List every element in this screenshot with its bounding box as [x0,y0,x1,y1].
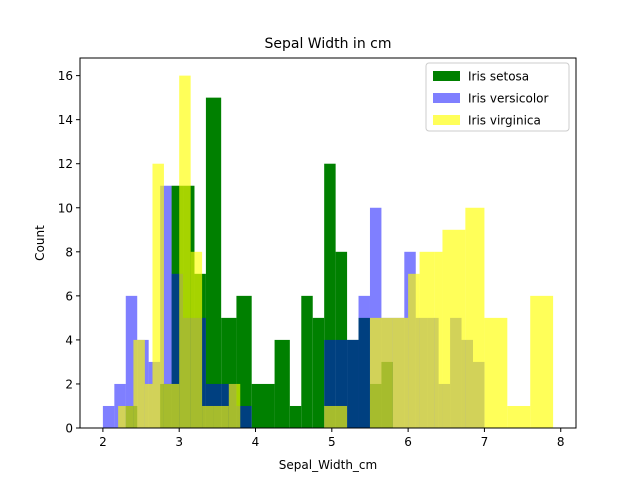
bar-series-2-bin-0 [118,405,126,428]
y-tick-label-6: 12 [58,157,73,171]
bar-series-2-bin-2 [133,339,145,428]
y-tick-label-7: 14 [58,113,73,127]
x-axis-label: Sepal_Width_cm [279,458,377,472]
bar-series-1-bin-6 [171,273,184,428]
x-tick-label-0: 2 [99,435,107,449]
bar-series-2-bin-21 [530,295,554,428]
bar-series-2-bin-11 [324,405,348,428]
bar-series-2-bin-19 [484,317,508,428]
bar-series-2-bin-12 [369,317,393,428]
y-tick-label-0: 0 [65,422,73,436]
bar-series-1-bin-14 [347,339,359,428]
bar-series-2-bin-3 [144,383,153,428]
legend-swatch-1 [433,93,460,103]
x-tick-label-4: 6 [404,435,412,449]
bar-series-2-bin-16 [434,251,443,428]
bar-series-2-bin-10 [228,383,241,428]
y-tick-label-2: 4 [65,333,73,347]
x-tick-label-5: 7 [481,435,489,449]
bar-series-2-bin-13 [392,317,409,428]
bar-series-1-bin-2 [125,295,138,428]
bar-series-1-bin-0 [102,405,115,428]
plot-frame [79,57,577,429]
chart-title: Sepal Width in cm [265,36,392,52]
x-tick-label-2: 4 [252,435,260,449]
bar-series-2-bin-8 [202,405,214,428]
legend-label-1: Iris versicolor [468,92,548,106]
y-axis: 0 2 4 6 8 10 12 14 16 [58,69,80,436]
legend-box [425,62,570,132]
bar-series-2-bin-15 [419,251,435,428]
bar-series-2-bin-7 [190,251,203,428]
bar-series-1-bin-1 [114,383,126,428]
x-axis: 2 3 4 5 6 7 8 [99,428,565,449]
bar-series-2-bin-17 [442,229,466,428]
bar-series-2-bin-20 [507,405,531,428]
bar-series-2-bin-14 [408,273,420,428]
x-tick-label-3: 5 [328,435,336,449]
bar-series-0-bin-8 [251,383,275,428]
y-tick-label-3: 6 [65,289,73,303]
y-axis-label: Count [33,225,47,261]
legend-swatch-2 [433,115,460,125]
bar-series-2-bin-5 [163,383,180,428]
bar-series-2-bin-1 [125,405,134,428]
x-tick-label-1: 3 [175,435,183,449]
y-tick-label-1: 2 [65,377,73,391]
bar-series-0-bin-12 [312,317,325,428]
x-tick-label-6: 8 [557,435,565,449]
legend: Iris setosa Iris versicolor Iris virginica [425,62,570,132]
bar-series-1-bin-15 [358,295,370,428]
bar-series-0-bin-10 [289,405,302,428]
bars-layer [102,75,554,429]
y-tick-label-5: 10 [58,201,73,215]
bar-series-1-bin-12 [324,339,336,428]
bar-series-0-bin-9 [274,339,290,428]
bar-series-2-bin-4 [152,163,164,428]
legend-swatch-0 [433,71,460,81]
bar-series-0-bin-5 [205,97,222,428]
y-tick-label-4: 8 [65,245,73,259]
y-tick-label-8: 16 [58,69,73,83]
bar-series-1-bin-5 [160,185,172,428]
legend-label-0: Iris setosa [468,70,529,84]
legend-label-2: Iris virginica [468,114,541,128]
bar-series-2-bin-9 [213,405,229,428]
bar-series-2-bin-6 [179,75,191,429]
bar-series-0-bin-11 [301,295,313,428]
bar-series-1-bin-13 [335,339,348,428]
bar-series-0-bin-13 [324,163,336,428]
bar-series-2-bin-18 [465,207,485,428]
